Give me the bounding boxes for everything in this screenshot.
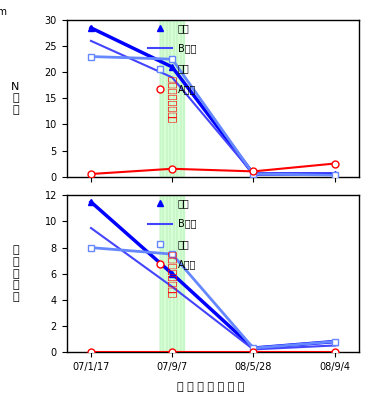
Y-axis label: リ
ン
酸
濃
度: リ ン 酸 濃 度 (13, 246, 20, 302)
Text: ビオトープ化工事: ビオトープ化工事 (168, 250, 176, 297)
Text: 下池: 下池 (178, 239, 189, 249)
Bar (160, 195, 184, 352)
Bar (160, 20, 184, 177)
Text: B工場: B工場 (178, 218, 196, 228)
Text: ビオトープ化工事: ビオトープ化工事 (168, 75, 176, 122)
Text: 上池: 上池 (178, 198, 189, 208)
Text: 上池: 上池 (178, 23, 189, 33)
Text: 下池: 下池 (178, 64, 189, 74)
Text: A工場: A工場 (178, 84, 196, 94)
Y-axis label: N
濃
度: N 濃 度 (11, 82, 19, 115)
Text: 池 水 試 料 採 集 日: 池 水 試 料 採 集 日 (177, 382, 245, 392)
Text: B工場: B工場 (178, 43, 196, 53)
Text: ppm: ppm (0, 7, 7, 17)
Text: A工場: A工場 (178, 259, 196, 269)
